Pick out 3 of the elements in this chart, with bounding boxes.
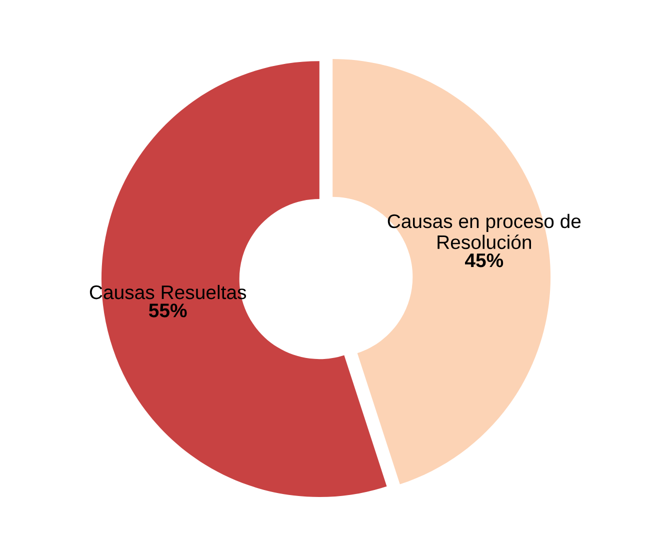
data-label: 55% bbox=[148, 304, 187, 318]
data-label: 45% bbox=[464, 254, 504, 268]
slice-label: Causas en proceso de Resolución bbox=[388, 214, 581, 250]
